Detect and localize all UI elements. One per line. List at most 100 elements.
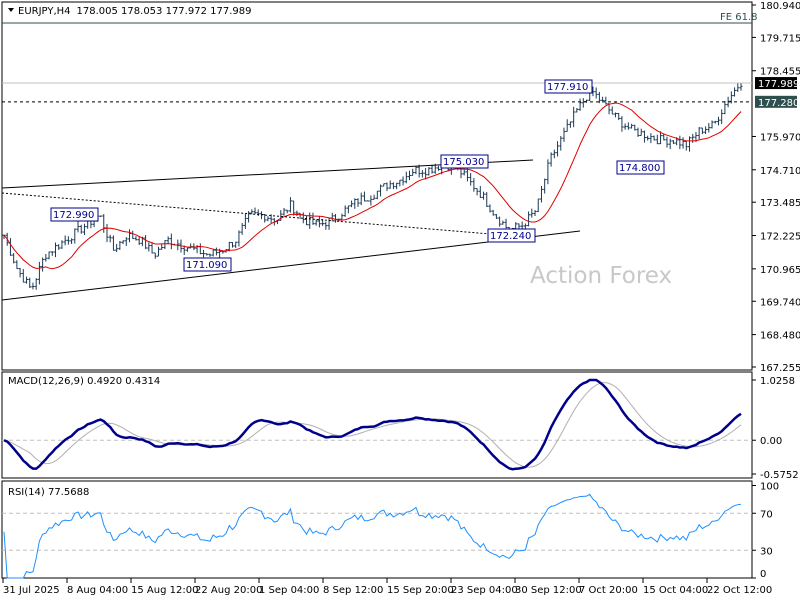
ohlc-bar bbox=[488, 204, 492, 213]
ohlc-bar bbox=[391, 182, 395, 190]
ohlc-bar bbox=[662, 133, 666, 141]
macd-tick-label: -0.5752 bbox=[760, 470, 799, 481]
ohlc-bar bbox=[739, 82, 743, 91]
rsi-tick-label: 100 bbox=[760, 482, 779, 493]
ohlc-bar bbox=[66, 236, 70, 245]
ohlc-bar bbox=[266, 216, 270, 222]
ohlc-bar bbox=[124, 237, 128, 246]
ohlc-bar bbox=[691, 133, 695, 143]
ohlc-bar bbox=[472, 178, 476, 192]
symbol: EURJPY,H4 bbox=[18, 6, 71, 17]
ohlc-bar bbox=[282, 207, 286, 216]
ohlc-bar bbox=[240, 222, 244, 235]
ohlc-bar bbox=[408, 170, 412, 181]
ohlc-bar bbox=[163, 240, 167, 250]
time-tick-label: 15 Sep 20:00 bbox=[387, 585, 454, 596]
ohlc-bar bbox=[723, 100, 727, 115]
ohlc-bar bbox=[668, 138, 672, 150]
macd-title: MACD(12,26,9) 0.4920 0.4314 bbox=[8, 376, 160, 387]
ohlc-bar bbox=[211, 249, 215, 257]
ohlc-bar bbox=[404, 171, 408, 184]
ohlc-bar bbox=[527, 211, 531, 227]
ohlc-bar bbox=[182, 245, 186, 255]
ohlc-bar bbox=[118, 240, 122, 250]
ohlc-bar bbox=[485, 192, 489, 208]
price-annotation: 172.990 bbox=[50, 207, 99, 222]
ohlc-bar bbox=[626, 122, 630, 130]
ohlc-bar bbox=[565, 119, 569, 132]
ohlc-bar bbox=[546, 159, 550, 185]
ohlc-bar bbox=[205, 253, 209, 256]
ohlc-bar bbox=[478, 186, 482, 198]
ohlc-bar bbox=[559, 136, 563, 151]
ohlc-bar bbox=[649, 133, 653, 144]
ohlc-bar bbox=[288, 197, 292, 213]
ohlc-bar bbox=[105, 223, 109, 243]
ohlc-bar bbox=[388, 180, 392, 189]
ohlc-bar bbox=[308, 212, 312, 229]
time-tick-label: 15 Oct 04:00 bbox=[643, 585, 708, 596]
macd-tick-label: 0.00 bbox=[760, 436, 782, 447]
ohlc-bar bbox=[21, 269, 25, 283]
ohlc-bar bbox=[111, 235, 115, 251]
time-tick-label: 30 Sep 12:00 bbox=[515, 585, 582, 596]
ohlc-bar bbox=[256, 209, 260, 217]
price-tick-label: 174.710 bbox=[760, 166, 800, 177]
ohlc-bar bbox=[156, 246, 160, 257]
ohlc-bar bbox=[121, 240, 125, 245]
price-tick-label: 175.970 bbox=[760, 132, 800, 143]
time-tick-label: 23 Sep 04:00 bbox=[451, 585, 518, 596]
ohlc-bar bbox=[346, 205, 350, 214]
ohlc-bar bbox=[28, 277, 32, 289]
ohlc-bar bbox=[305, 215, 309, 226]
ohlc-bar bbox=[169, 233, 173, 250]
ohlc-bar bbox=[659, 131, 663, 145]
ohlc-bar bbox=[15, 260, 19, 270]
ohlc-bar bbox=[128, 229, 132, 243]
ohlc-bar bbox=[572, 106, 576, 128]
time-tick-label: 8 Aug 04:00 bbox=[67, 585, 128, 596]
ohlc-bar bbox=[137, 237, 141, 245]
level-price-tag bbox=[755, 95, 797, 108]
ohlc-bar bbox=[198, 243, 202, 255]
ohlc-bar bbox=[498, 216, 502, 227]
macd-panel-frame bbox=[1, 371, 753, 479]
ohlc-bar bbox=[385, 182, 389, 192]
ohlc-bar bbox=[678, 135, 682, 150]
ohlc-bar bbox=[700, 127, 704, 135]
price-annotation: 175.030 bbox=[440, 154, 489, 169]
ohlc-bar bbox=[375, 190, 379, 200]
ohlc-bar bbox=[189, 243, 193, 249]
time-tick-label: 31 Jul 2025 bbox=[3, 585, 60, 596]
fe-label: FE 61.8 bbox=[720, 12, 758, 23]
ohlc-bar bbox=[411, 168, 415, 176]
ohlc-bar bbox=[18, 267, 22, 278]
ohlc-bar bbox=[729, 91, 733, 104]
ohlc-bar bbox=[578, 98, 582, 111]
time-tick-label: 8 Sep 12:00 bbox=[323, 585, 383, 596]
dropdown-triangle-icon[interactable] bbox=[8, 8, 14, 12]
ohlc-bar bbox=[50, 251, 54, 256]
ohlc-bar bbox=[684, 140, 688, 151]
price-tick-label: 170.965 bbox=[760, 265, 800, 276]
ohlc-bar bbox=[379, 184, 383, 197]
ohlc-bar bbox=[655, 134, 659, 145]
ohlc-bar bbox=[427, 167, 431, 176]
ohlc-bar bbox=[430, 164, 434, 174]
ohlc-bar bbox=[247, 211, 251, 223]
main-panel-frame bbox=[1, 1, 753, 371]
ohlc-bar bbox=[436, 165, 440, 171]
ohlc-bar bbox=[82, 223, 86, 236]
ohlc-bar bbox=[208, 253, 212, 257]
price-tick-label: 179.715 bbox=[760, 33, 800, 44]
price-annotation: 172.240 bbox=[487, 228, 536, 243]
moving-average-line bbox=[3, 102, 742, 270]
ohlc-bar bbox=[462, 168, 466, 176]
time-tick-label: 22 Oct 12:00 bbox=[707, 585, 772, 596]
ohlc-bar bbox=[292, 200, 296, 216]
ohlc-bar bbox=[76, 221, 80, 233]
rsi-line bbox=[3, 493, 742, 579]
annotation-box bbox=[440, 154, 489, 169]
ohlc-bar bbox=[720, 109, 724, 125]
